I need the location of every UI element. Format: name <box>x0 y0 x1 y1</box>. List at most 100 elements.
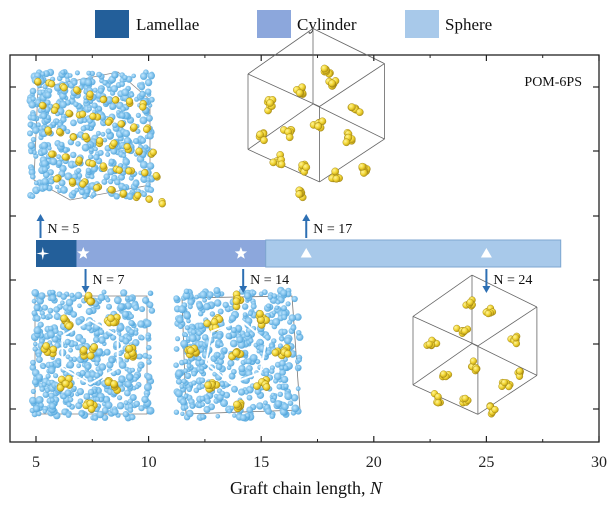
ps-bead <box>126 192 134 200</box>
ps-bead <box>282 365 289 371</box>
ps-bead <box>46 330 55 339</box>
ps-bead <box>264 407 272 415</box>
ps-bead <box>244 331 251 338</box>
ps-bead <box>84 188 90 195</box>
legend-item-cylinder: Cylinder <box>257 10 357 38</box>
ps-bead <box>49 397 55 403</box>
x-axis: 5 10 15 20 25 30 <box>32 55 607 471</box>
legend-item-sphere: Sphere <box>405 10 492 38</box>
annotation-arrowhead-n14 <box>239 286 248 293</box>
ps-bead <box>117 395 123 401</box>
pom-bead <box>232 349 240 357</box>
ps-bead <box>54 118 60 124</box>
ps-bead <box>139 137 147 144</box>
ps-bead <box>119 81 125 87</box>
pom-bead <box>93 184 101 192</box>
ps-bead <box>118 112 126 119</box>
ps-bead <box>215 414 221 419</box>
pom-bead <box>434 393 442 401</box>
legend-label-lamellae: Lamellae <box>136 15 199 34</box>
ps-bead <box>121 310 130 318</box>
pom-bead <box>65 109 73 117</box>
ps-bead <box>41 364 46 370</box>
ps-bead <box>28 149 34 155</box>
ps-bead <box>267 294 273 300</box>
ps-bead <box>32 405 41 413</box>
ps-bead <box>110 85 119 93</box>
ps-bead <box>136 353 143 360</box>
ps-bead <box>41 382 47 387</box>
ps-bead <box>105 96 114 105</box>
ps-bead <box>186 363 192 369</box>
pom-bead <box>34 77 42 86</box>
ps-bead <box>145 114 153 122</box>
ps-bead <box>29 87 37 95</box>
ps-bead <box>36 356 43 363</box>
pom-bead <box>158 200 166 208</box>
ps-bead <box>203 405 211 414</box>
ps-bead <box>213 287 221 294</box>
pom-bead <box>107 314 115 323</box>
sphere-box-17-edge <box>247 73 320 107</box>
ps-bead <box>145 182 151 188</box>
ps-bead <box>280 289 288 297</box>
ps-bead <box>281 314 288 321</box>
ps-bead <box>30 173 36 180</box>
x-tick-label-15: 15 <box>253 454 269 471</box>
ps-bead <box>199 377 206 384</box>
pom-bead <box>187 346 195 355</box>
ps-bead <box>197 322 205 330</box>
pom-bead <box>260 136 268 145</box>
ps-bead <box>108 158 115 165</box>
ps-bead <box>183 288 190 295</box>
ps-bead <box>133 138 140 145</box>
ps-bead <box>126 373 134 381</box>
pom-bead <box>47 80 56 88</box>
ps-bead <box>184 372 192 380</box>
ps-bead <box>145 344 152 351</box>
ps-bead <box>33 341 38 347</box>
ps-bead <box>53 373 59 379</box>
ps-bead <box>50 289 55 295</box>
annotation-label-n17: N = 17 <box>313 222 352 237</box>
sphere-box-24-edge <box>412 274 473 317</box>
ps-bead <box>296 333 304 341</box>
pom-bead <box>125 344 134 353</box>
pom-bead <box>152 172 160 180</box>
ps-bead <box>291 404 300 413</box>
ps-bead <box>183 394 189 399</box>
ps-bead <box>140 72 148 80</box>
ps-bead <box>231 368 237 375</box>
ps-bead <box>128 329 135 335</box>
ps-bead <box>246 394 253 401</box>
ps-bead <box>122 185 128 191</box>
ps-bead <box>279 336 285 342</box>
ps-bead <box>271 310 277 315</box>
ps-bead <box>97 293 106 302</box>
ps-bead <box>55 184 60 190</box>
ps-bead <box>128 319 135 327</box>
pom-bead <box>314 122 323 131</box>
ps-bead <box>78 411 85 417</box>
legend-swatch-lamellae <box>95 10 129 38</box>
pom-bead <box>302 163 311 172</box>
ps-bead <box>121 88 130 97</box>
ps-bead <box>106 303 112 310</box>
ps-bead <box>217 358 224 366</box>
pom-bead <box>86 297 95 306</box>
ps-bead <box>131 73 136 79</box>
pom-bead <box>96 137 104 145</box>
ps-bead <box>31 378 39 386</box>
pom-bead <box>48 150 56 158</box>
x-tick-label-20: 20 <box>366 454 382 471</box>
ps-bead <box>263 400 268 406</box>
ps-bead <box>33 180 39 186</box>
ps-bead <box>179 398 187 406</box>
ps-bead <box>147 72 155 80</box>
ps-bead <box>91 102 98 109</box>
ps-bead <box>123 400 129 406</box>
pom-bead <box>110 139 118 147</box>
ps-bead <box>132 339 140 347</box>
ps-bead <box>85 167 92 174</box>
ps-bead <box>76 388 84 396</box>
